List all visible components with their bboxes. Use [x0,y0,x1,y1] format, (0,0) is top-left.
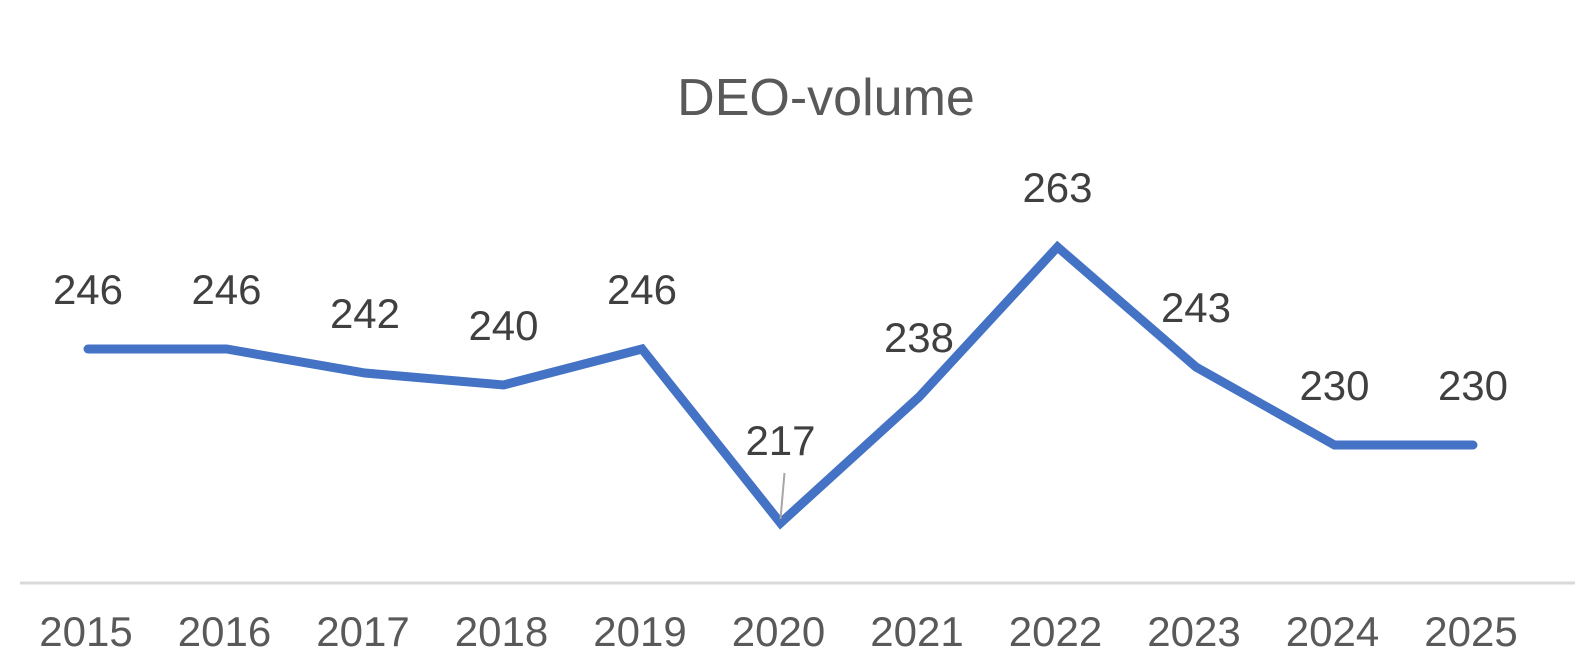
data-point [222,345,231,353]
data-label: 246 [191,266,261,313]
x-tick-label: 2018 [455,608,548,655]
data-point [499,381,508,389]
x-tick-label: 2021 [870,608,963,655]
series-line [83,240,1478,530]
x-axis-ticks: 2015 2016 2017 2018 2019 2020 2021 2022 2023 2024… [39,608,1517,655]
data-label: 238 [884,314,954,361]
data-point [915,393,923,401]
x-tick-label: 2025 [1424,608,1517,655]
x-tick-label: 2023 [1147,608,1240,655]
data-point [1192,363,1200,371]
data-label: 230 [1299,362,1369,409]
data-label: 246 [607,266,677,313]
data-label: 263 [1022,164,1092,211]
label-leader-line [779,472,786,520]
data-point [361,369,369,377]
x-tick-label: 2016 [178,608,271,655]
data-point [776,519,785,527]
series-group [83,240,1478,530]
data-point [1330,441,1339,449]
data-point [1053,243,1062,251]
data-point [1469,441,1477,449]
x-tick-label: 2017 [316,608,409,655]
x-tick-label: 2015 [39,608,132,655]
x-tick-label: 2020 [732,608,825,655]
data-label: 230 [1438,362,1508,409]
data-labels: 246 246 242 240 246 217 238 263 243 230 230 [53,164,1508,520]
data-point [84,345,92,353]
data-label: 240 [468,302,538,349]
data-label: 242 [330,290,400,337]
chart-title: DEO-volume [677,69,975,127]
data-label: 217 [745,417,815,464]
x-tick-label: 2019 [593,608,686,655]
x-tick-label: 2022 [1009,608,1102,655]
data-label: 246 [53,266,123,313]
data-point [638,345,646,353]
data-label: 243 [1161,284,1231,331]
x-tick-label: 2024 [1286,608,1379,655]
